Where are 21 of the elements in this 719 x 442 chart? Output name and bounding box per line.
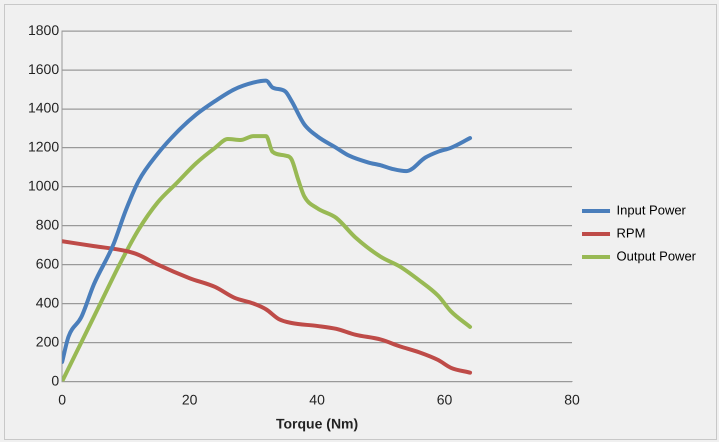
x-tick-label: 40 (309, 392, 326, 408)
y-tick-label: 600 (36, 255, 60, 272)
x-axis-title: Torque (Nm) (276, 415, 358, 432)
legend-label: Input Power (616, 202, 687, 218)
line-series (62, 134, 472, 382)
x-tick-label: 60 (436, 392, 453, 408)
y-tick-label: 0 (51, 372, 60, 388)
y-tick-label: 800 (36, 216, 60, 233)
legend-label: Output Power (616, 248, 697, 264)
y-tick-label: 1800 (28, 22, 60, 38)
line-series (62, 78, 472, 364)
y-tick-label: 1600 (28, 60, 60, 77)
y-tick-label: 1000 (28, 178, 60, 194)
y-tick-label: 200 (36, 333, 60, 350)
legend-label: RPM (616, 226, 646, 241)
y-tick-label: 1200 (28, 138, 60, 155)
x-tick-label: 20 (182, 392, 198, 408)
line-series (62, 239, 472, 375)
x-tick-label: 80 (564, 392, 580, 408)
y-tick-label: 1400 (28, 100, 60, 116)
y-tick-label: 400 (36, 294, 60, 310)
